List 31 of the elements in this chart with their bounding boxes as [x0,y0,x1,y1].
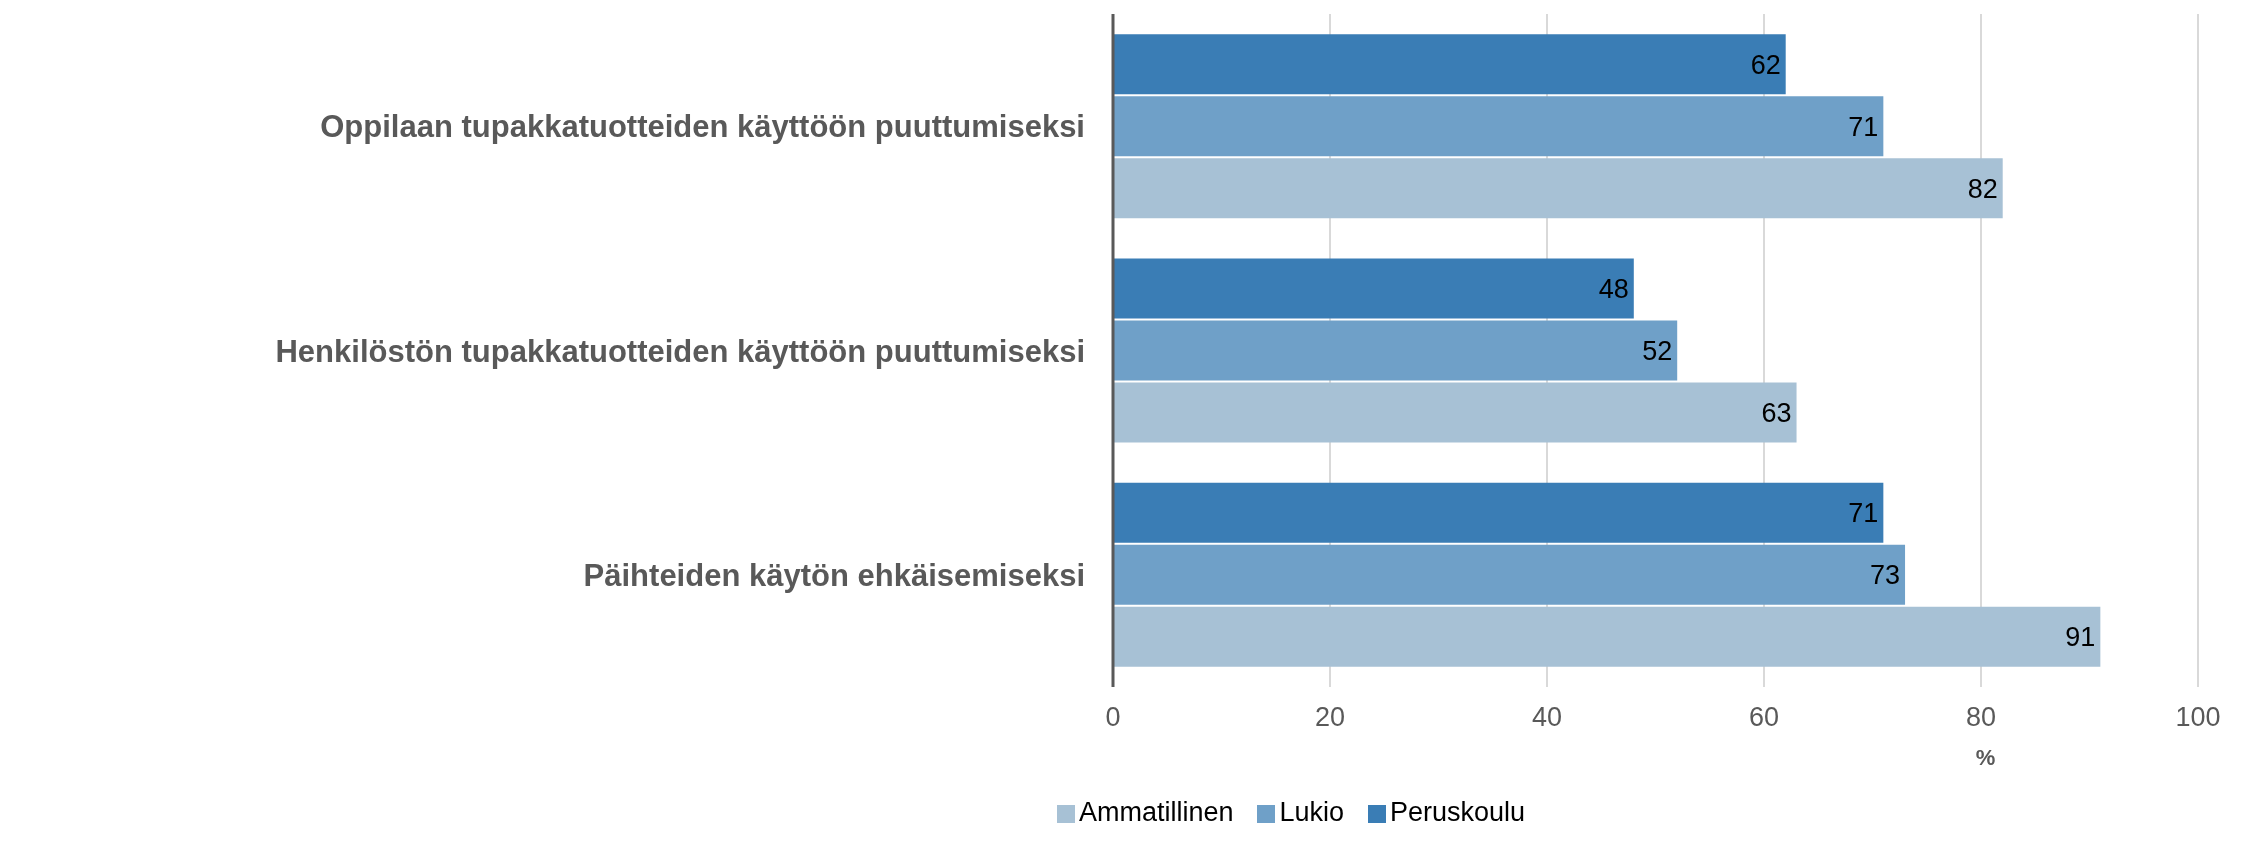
x-tick-label: 80 [1965,702,1997,733]
x-tick-label: 60 [1748,702,1780,733]
bar [1113,258,1634,319]
bar [1113,382,1797,443]
bar [1113,482,1884,543]
data-label: 52 [1642,336,1673,367]
x-tick-label: 100 [2175,702,2221,733]
x-tick-label: 20 [1314,702,1346,733]
data-label: 71 [1848,498,1879,529]
data-label: 71 [1848,111,1879,142]
bar [1113,606,2101,667]
data-label: 48 [1598,274,1629,305]
bar [1113,34,1786,95]
legend-label: Lukio [1279,797,1344,827]
legend-label: Peruskoulu [1390,797,1526,827]
y-tick-label: Henkilöstön tupakkatuotteiden käyttöön puuttumiseksi [275,333,1085,368]
bar [1113,96,1884,157]
bar [1113,544,1906,605]
x-tick-label: 0 [1105,702,1121,733]
y-tick-label: Päihteiden käytön ehkäisemiseksi [583,557,1085,593]
x-axis-title: % [1975,744,1996,770]
data-label: 91 [2065,622,2096,653]
legend-label: Ammatillinen [1078,797,1234,827]
y-tick-label: Oppilaan tupakkatuotteiden käyttöön puuttumiseksi [320,108,1085,144]
data-label: 63 [1761,398,1792,429]
x-tick-label: 40 [1531,702,1563,733]
bar [1113,158,2003,219]
data-label: 62 [1750,49,1781,80]
bar [1113,320,1678,381]
data-label: 82 [1967,173,1998,204]
data-label: 73 [1870,560,1901,591]
